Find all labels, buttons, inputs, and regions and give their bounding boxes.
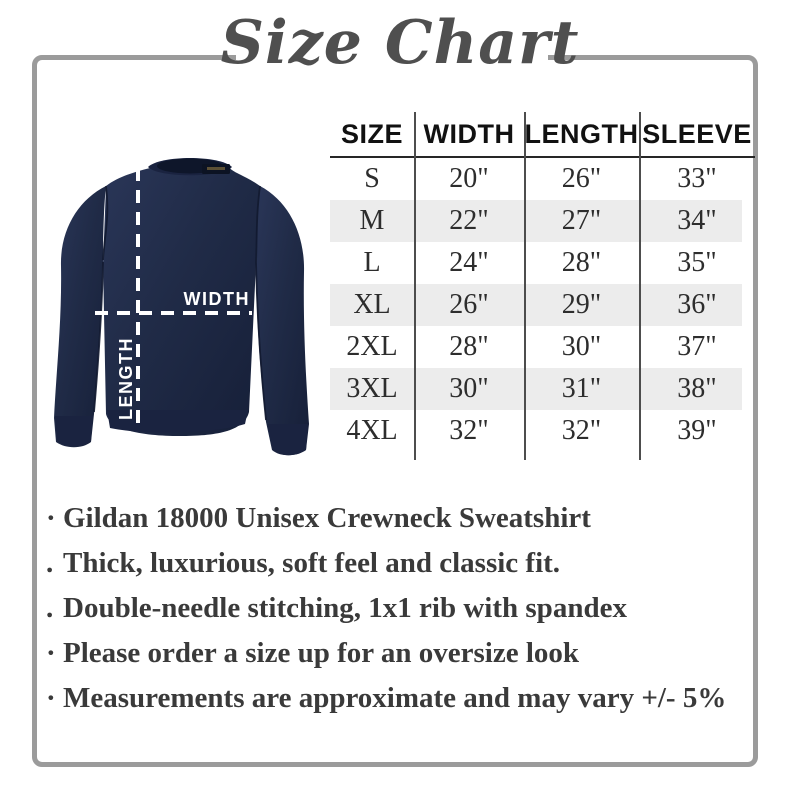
note-line: . Thick, luxurious, soft feel and classic… xyxy=(46,547,762,592)
sweatshirt-diagram: WIDTH LENGTH xyxy=(46,144,316,470)
note-line: · Measurements are approximate and may va… xyxy=(46,682,762,727)
bullet-marker: . xyxy=(46,547,54,579)
cell-sleeve: 36" xyxy=(677,289,717,320)
cell-sleeve: 34" xyxy=(677,205,717,236)
note-text: Thick, luxurious, soft feel and classic … xyxy=(63,547,561,579)
sweatshirt-illustration: WIDTH LENGTH xyxy=(54,158,309,456)
sweatshirt-hem-band xyxy=(107,410,248,433)
cell-width: 30" xyxy=(449,373,489,404)
note-text: Gildan 18000 Unisex Crewneck Sweatshirt xyxy=(63,502,591,534)
border-title-gap xyxy=(236,50,548,64)
cell-width: 22" xyxy=(449,205,489,236)
cell-length: 31" xyxy=(561,373,602,404)
bullet-marker: · xyxy=(46,502,56,534)
cell-size: XL xyxy=(353,289,391,320)
cell-sleeve: 37" xyxy=(677,331,717,362)
cell-size: S xyxy=(364,163,380,194)
sweatshirt-left-sleeve xyxy=(54,186,106,448)
cell-size: L xyxy=(363,247,381,278)
table-row-l: L 24" 28" 35" xyxy=(330,242,742,284)
size-table-header-row: SIZE WIDTH LENGTH SLEEVE xyxy=(330,112,755,158)
cell-length: 26" xyxy=(561,163,602,194)
table-row-4xl: 4XL 32" 32" 39" xyxy=(330,410,742,452)
cell-sleeve: 39" xyxy=(677,415,717,446)
sweatshirt-right-sleeve xyxy=(256,186,309,456)
column-header-width: WIDTH xyxy=(423,118,515,149)
bullet-marker: · xyxy=(46,637,56,669)
cell-size: 2XL xyxy=(346,331,398,362)
page-title: Size Chart xyxy=(220,8,580,78)
column-header-length: LENGTH xyxy=(524,118,639,149)
table-row-3xl: 3XL 30" 31" 38" xyxy=(330,368,742,410)
size-table: SIZE WIDTH LENGTH SLEEVE S 20" 26" 33" M… xyxy=(330,112,755,460)
cell-width: 26" xyxy=(449,289,489,320)
note-text: Please order a size up for an oversize l… xyxy=(63,637,580,669)
cell-sleeve: 33" xyxy=(677,163,717,194)
note-line: . Double-needle stitching, 1x1 rib with s… xyxy=(46,592,762,637)
cell-width: 20" xyxy=(449,163,489,194)
cell-length: 27" xyxy=(561,205,602,236)
sweatshirt-seams xyxy=(93,185,267,421)
width-measure-label: WIDTH xyxy=(184,289,250,309)
collar-tag-text xyxy=(207,167,225,170)
note-text: Measurements are approximate and may var… xyxy=(63,682,727,714)
bullet-marker: . xyxy=(46,592,54,624)
cell-width: 24" xyxy=(449,247,489,278)
product-notes: · Gildan 18000 Unisex Crewneck Sweatshirt… xyxy=(46,502,762,727)
cell-size: 4XL xyxy=(346,415,398,446)
sweatshirt-right-cuff xyxy=(267,424,308,456)
column-divider xyxy=(414,112,416,460)
sweatshirt-body xyxy=(103,160,260,436)
column-header-sleeve: SLEEVE xyxy=(642,118,752,149)
cell-length: 29" xyxy=(561,289,602,320)
table-row-s: S 20" 26" 33" xyxy=(330,158,742,200)
cell-width: 28" xyxy=(449,331,489,362)
length-measure-label: LENGTH xyxy=(116,337,136,420)
bullet-marker: · xyxy=(46,682,56,714)
cell-length: 32" xyxy=(561,415,602,446)
column-divider xyxy=(524,112,526,460)
table-row-m: M 22" 27" 34" xyxy=(330,200,742,242)
note-line: · Please order a size up for an oversize … xyxy=(46,637,762,682)
cell-width: 32" xyxy=(449,415,489,446)
cell-size: M xyxy=(359,205,385,236)
cell-sleeve: 38" xyxy=(677,373,717,404)
cell-size: 3XL xyxy=(346,373,398,404)
cell-length: 30" xyxy=(561,331,602,362)
table-row-2xl: 2XL 28" 30" 37" xyxy=(330,326,742,368)
column-divider xyxy=(639,112,641,460)
cell-sleeve: 35" xyxy=(677,247,717,278)
cell-length: 28" xyxy=(561,247,602,278)
sweatshirt-left-cuff xyxy=(55,416,93,447)
column-header-size: SIZE xyxy=(340,118,403,149)
note-text: Double-needle stitching, 1x1 rib with sp… xyxy=(63,592,627,624)
note-line: · Gildan 18000 Unisex Crewneck Sweatshirt xyxy=(46,502,762,547)
table-row-xl: XL 26" 29" 36" xyxy=(330,284,742,326)
